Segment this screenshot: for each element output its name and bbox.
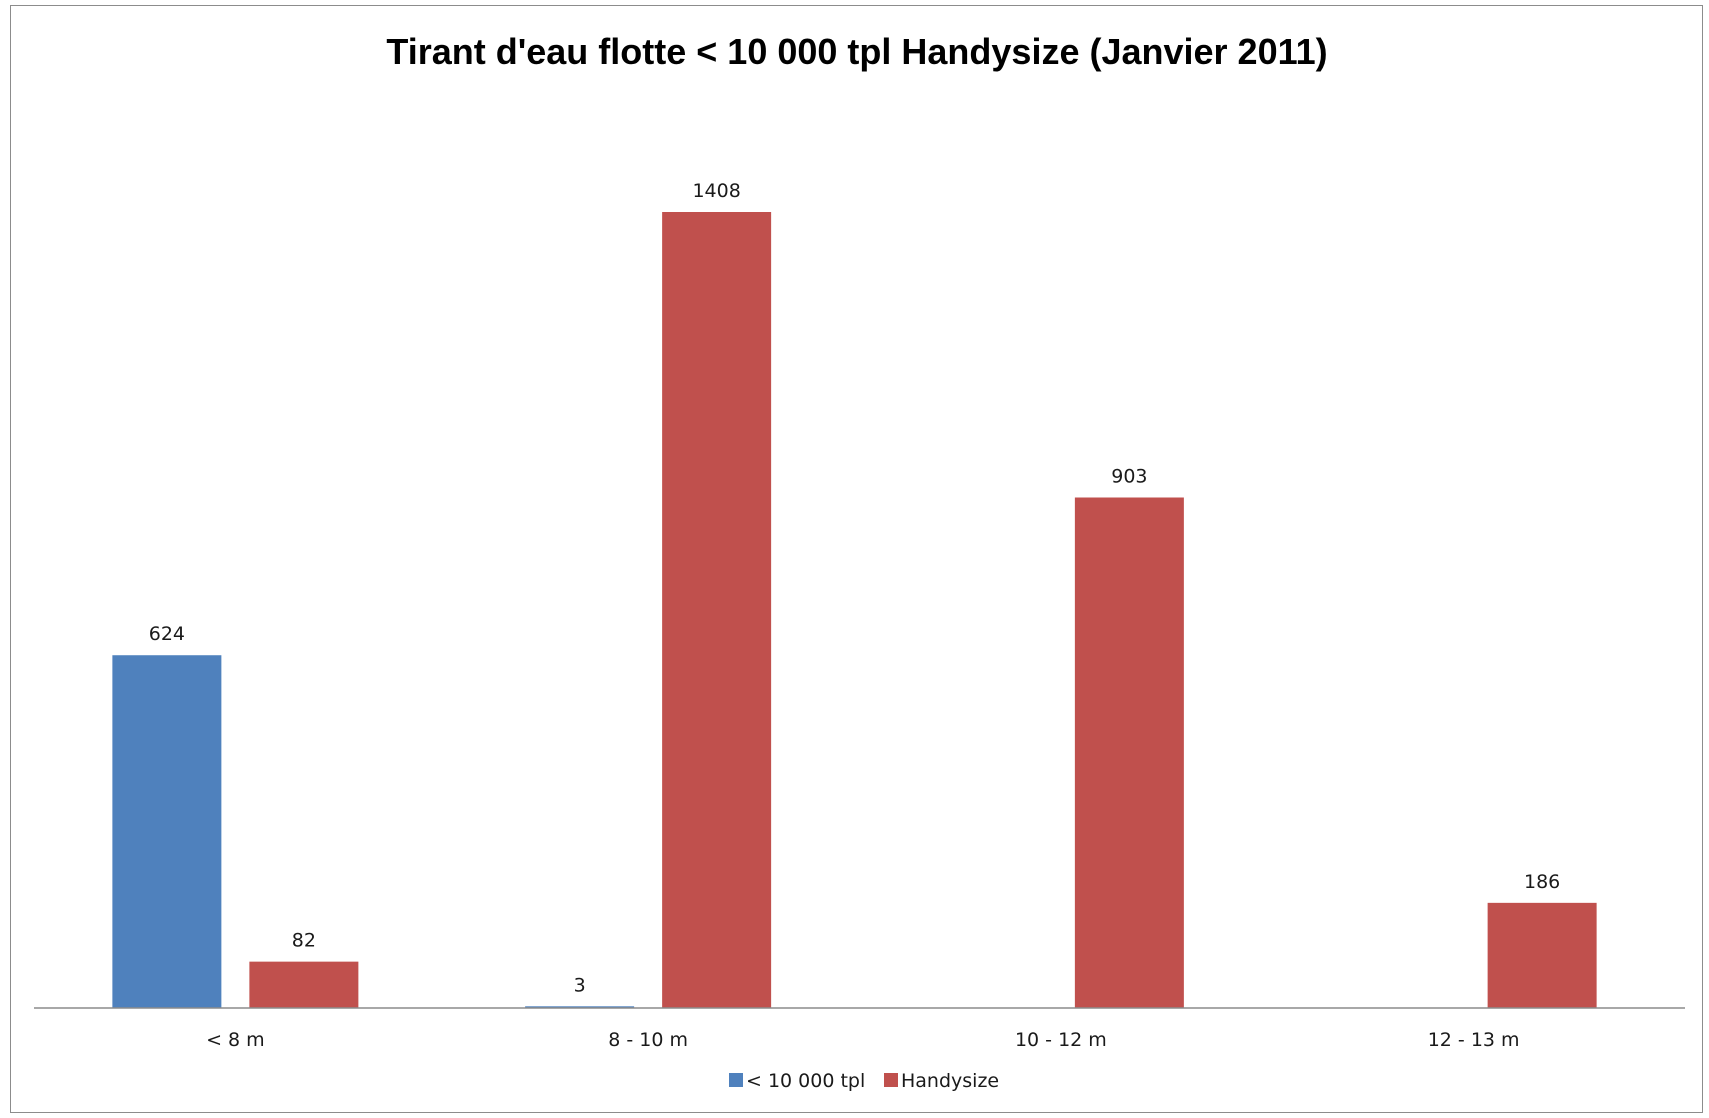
data-label: 186 xyxy=(1524,871,1560,893)
category-label: 8 - 10 m xyxy=(608,1029,688,1051)
bars-group xyxy=(112,212,1597,1008)
bar-lt-10000-tpl-1 xyxy=(525,1006,635,1008)
bar-handysize-3 xyxy=(1487,902,1597,1008)
bar-handysize-1 xyxy=(662,212,772,1008)
category-label: 12 - 13 m xyxy=(1428,1029,1520,1051)
data-label: 1408 xyxy=(692,180,740,202)
data-label: 3 xyxy=(574,974,586,996)
data-label: 903 xyxy=(1111,465,1147,487)
bar-handysize-0 xyxy=(249,961,359,1008)
data-label: 82 xyxy=(292,930,316,952)
category-label: 10 - 12 m xyxy=(1015,1029,1107,1051)
chart-title: Tirant d'eau flotte < 10 000 tpl Handysi… xyxy=(386,31,1327,72)
legend-label: < 10 000 tpl xyxy=(746,1070,865,1092)
legend: < 10 000 tpl Handysize xyxy=(729,1070,999,1092)
bar-lt-10000-tpl-0 xyxy=(112,655,222,1008)
legend-label: Handysize xyxy=(901,1070,999,1092)
chart-frame xyxy=(10,5,1703,1113)
category-label: < 8 m xyxy=(206,1029,265,1051)
legend-swatch xyxy=(729,1073,743,1087)
legend-swatch xyxy=(884,1073,898,1087)
category-labels-group: < 8 m 8 - 10 m 10 - 12 m 12 - 13 m xyxy=(206,1029,1519,1051)
bar-handysize-2 xyxy=(1074,497,1184,1008)
data-labels-group: 624 82 3 1408 903 186 xyxy=(149,180,1561,996)
data-label: 624 xyxy=(149,623,185,645)
